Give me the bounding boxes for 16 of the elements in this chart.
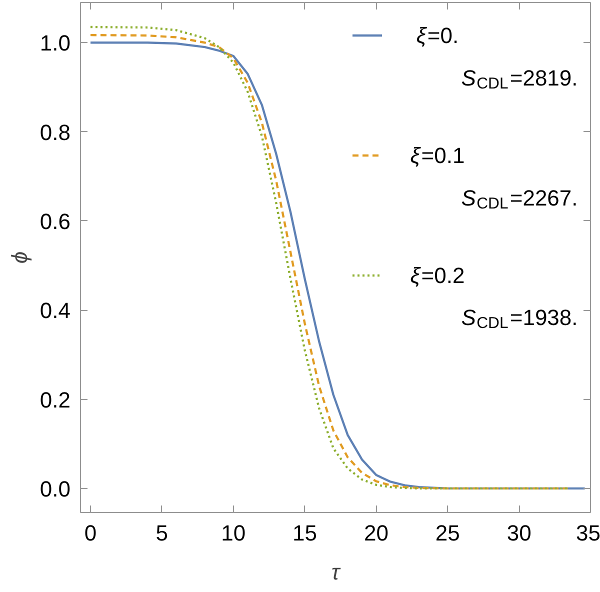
y-tick-label: 0.2 [40,387,71,412]
x-tick-label: 25 [435,520,460,546]
y-tick-label: 0.0 [40,476,71,502]
x-tick-label: 15 [292,520,318,546]
y-axis-title: ϕ [6,251,32,264]
x-tick-label: 5 [156,520,168,546]
x-tick-label: 20 [364,520,388,546]
x-tick-label: 30 [506,520,532,546]
x-tick-label: 10 [221,520,246,546]
x-axis-title: τ [331,560,342,584]
y-tick-label: 0.8 [40,120,71,145]
x-tick-label: 35 [576,520,600,546]
y-tick-label: 0.6 [40,208,71,234]
y-tick-label: 1.0 [40,30,71,56]
x-tick-label: 0 [84,520,97,546]
y-tick-label: 0.4 [40,298,71,324]
